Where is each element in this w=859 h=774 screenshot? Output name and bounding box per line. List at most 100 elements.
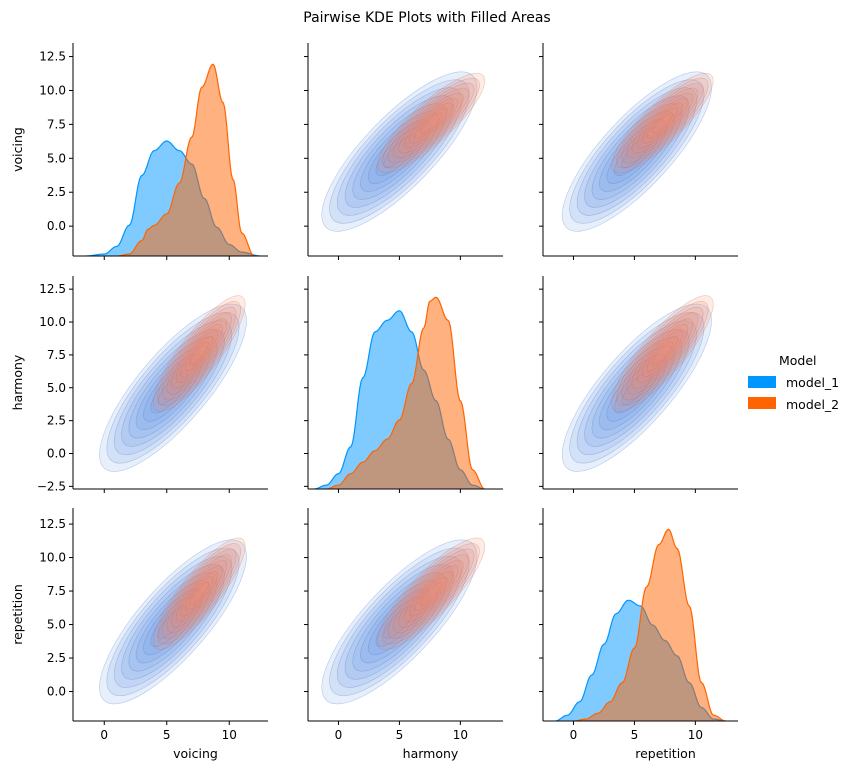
contour-model_1-voicing-harmony-5 <box>360 111 439 192</box>
contour-model_2-harmony-repetition-1 <box>616 301 709 407</box>
x-axis-label-repetition: repetition <box>635 746 696 761</box>
x-tick-label: 5 <box>163 728 171 742</box>
y-tick-label: 10.0 <box>39 315 66 329</box>
contour-model_2-repetition-harmony-1 <box>382 543 480 645</box>
contour-model_1-repetition-voicing-1 <box>106 547 240 697</box>
contour-model_1-voicing-repetition-0 <box>561 71 712 232</box>
panel-harmony-repetition <box>539 276 738 493</box>
y-tick-label: 2.5 <box>47 414 66 428</box>
y-tick-label: 7.5 <box>47 584 66 598</box>
contour-model_2-harmony-voicing-4 <box>171 318 228 389</box>
contour-model_1-voicing-repetition-5 <box>599 111 675 192</box>
legend-label-model_1: model_1 <box>786 375 839 390</box>
contour-model_1-repetition-voicing-5 <box>135 580 211 664</box>
y-axis-label-repetition: repetition <box>10 584 25 645</box>
contour-model_1-harmony-repetition-3 <box>584 328 690 447</box>
kde-line-voicing-model_2 <box>116 63 255 256</box>
contour-model_2-repetition-harmony-7 <box>414 576 448 611</box>
contour-model_1-repetition-voicing-0 <box>99 539 247 705</box>
contour-model_2-voicing-repetition-7 <box>646 107 679 139</box>
contour-model_1-repetition-harmony-0 <box>321 539 478 705</box>
contour-model_2-repetition-voicing-3 <box>166 554 232 634</box>
contour-model_2-repetition-voicing-4 <box>171 559 228 628</box>
x-tick-label: 0 <box>100 728 108 742</box>
x-tick-label: 5 <box>396 728 404 742</box>
y-tick-label: 0.0 <box>47 219 66 233</box>
y-tick-label: −2.5 <box>37 479 66 493</box>
y-tick-label: 0.0 <box>47 447 66 461</box>
contour-model_1-repetition-voicing-4 <box>128 572 218 672</box>
contour-model_2-harmony-repetition-0 <box>611 295 714 412</box>
contour-model_1-voicing-harmony-1 <box>329 79 470 224</box>
contour-model_2-voicing-repetition-8 <box>651 112 673 134</box>
contour-model_1-harmony-repetition-7 <box>614 362 660 414</box>
kde-line-repetition-model_2 <box>573 528 726 721</box>
contour-model_1-repetition-harmony-2 <box>336 555 462 688</box>
contour-model_2-voicing-harmony-6 <box>409 102 453 144</box>
contour-model_2-harmony-repetition-4 <box>631 318 694 389</box>
y-tick-label: 5.0 <box>47 618 66 632</box>
contour-model_1-harmony-voicing-8 <box>157 370 189 405</box>
contour-model_1-voicing-repetition-2 <box>576 87 697 216</box>
y-tick-label: 12.5 <box>39 282 66 296</box>
contour-model_2-harmony-repetition-3 <box>626 312 699 395</box>
contour-model_1-repetition-voicing-8 <box>157 605 189 639</box>
y-tick-label: 5.0 <box>47 151 66 165</box>
legend-swatch-model_1 <box>748 376 776 388</box>
contour-model_2-repetition-harmony-6 <box>409 571 453 617</box>
contour-model_1-harmony-repetition-8 <box>621 370 653 405</box>
x-tick-label: 10 <box>222 728 237 742</box>
y-tick-label: 2.5 <box>47 185 66 199</box>
contour-model_1-harmony-repetition-1 <box>569 312 705 464</box>
x-tick-label: 0 <box>335 728 343 742</box>
contour-model_2-harmony-voicing-3 <box>166 312 232 395</box>
contour-model_2-repetition-harmony-8 <box>419 582 443 606</box>
contour-model_2-voicing-harmony-5 <box>403 97 459 149</box>
panel-repetition-voicing: 0.0 2.5 5.0 7.5 10.0 12.5 0 5 10 repetition voicin… <box>10 508 268 761</box>
panel-grid: 0.0 2.5 5.0 7.5 10.0 12.5 voicing −2.5 0.0 2.5 5.0… <box>10 43 738 761</box>
legend: Model model_1 model_2 <box>748 353 839 412</box>
contour-model_2-voicing-repetition-4 <box>631 92 694 154</box>
y-tick-label: 10.0 <box>39 83 66 97</box>
contour-model_2-harmony-voicing-6 <box>180 329 218 378</box>
contour-model_2-repetition-harmony-5 <box>403 565 459 622</box>
contour-model_2-harmony-repetition-7 <box>646 335 679 372</box>
contour-model_2-harmony-repetition-5 <box>636 324 689 383</box>
contour-model_1-harmony-voicing-5 <box>135 345 211 431</box>
legend-swatch-model_2 <box>748 397 776 409</box>
contour-model_1-repetition-harmony-1 <box>329 547 470 697</box>
contour-model_1-harmony-repetition-4 <box>591 337 682 439</box>
contour-model_2-harmony-voicing-1 <box>157 301 241 407</box>
contour-model_1-harmony-repetition-5 <box>599 345 675 431</box>
contour-model_2-harmony-repetition-6 <box>641 329 684 378</box>
contour-model_2-voicing-repetition-3 <box>626 87 699 159</box>
panel-voicing-harmony <box>304 43 503 260</box>
contour-model_2-repetition-voicing-8 <box>189 582 209 606</box>
contour-model_1-repetition-voicing-7 <box>150 596 196 647</box>
contour-model_1-repetition-voicing-2 <box>113 555 233 688</box>
contour-model_2-voicing-harmony-8 <box>419 112 443 134</box>
contour-model_2-repetition-voicing-5 <box>175 565 223 623</box>
chart-title: Pairwise KDE Plots with Filled Areas <box>303 10 550 26</box>
kde-line-harmony-model_2 <box>326 296 485 489</box>
contour-model_2-voicing-harmony-0 <box>377 72 486 174</box>
contour-model_1-voicing-repetition-3 <box>584 95 690 208</box>
contour-model_1-voicing-repetition-6 <box>606 119 668 184</box>
y-tick-label: 10.0 <box>39 551 66 565</box>
y-axis-label-voicing: voicing <box>10 127 25 172</box>
contour-model_1-voicing-harmony-6 <box>367 119 431 184</box>
panel-repetition-harmony: 0 5 10 harmony <box>304 508 503 761</box>
x-tick-label: 10 <box>688 728 703 742</box>
x-tick-label: 0 <box>570 728 578 742</box>
contour-model_2-voicing-harmony-2 <box>387 82 475 164</box>
contour-model_2-harmony-voicing-0 <box>153 295 246 412</box>
panel-voicing-repetition <box>539 43 738 260</box>
panel-harmony-voicing: −2.5 0.0 2.5 5.0 7.5 10.0 12.5 harmony <box>10 276 268 493</box>
contour-model_1-harmony-voicing-6 <box>143 353 203 422</box>
y-tick-label: 7.5 <box>47 348 66 362</box>
contour-model_2-voicing-harmony-3 <box>393 87 470 159</box>
contour-model_1-harmony-repetition-2 <box>576 320 697 456</box>
y-tick-label: 7.5 <box>47 117 66 131</box>
contour-model_2-voicing-repetition-6 <box>641 102 684 144</box>
